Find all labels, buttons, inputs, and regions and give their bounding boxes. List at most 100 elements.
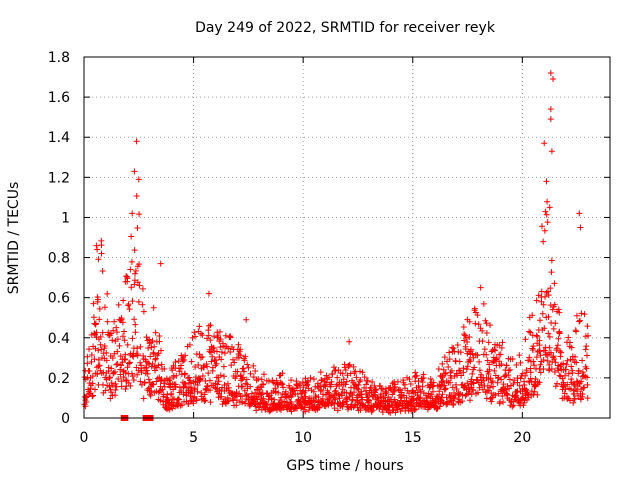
data-point <box>435 365 442 372</box>
data-point <box>268 396 275 403</box>
data-point <box>466 318 473 325</box>
data-point <box>545 330 552 337</box>
data-point <box>239 393 246 400</box>
data-point <box>234 368 241 375</box>
data-point <box>517 359 524 366</box>
y-tick-label: 0.2 <box>48 371 70 387</box>
data-point <box>457 367 464 374</box>
data-point <box>302 393 309 400</box>
data-point <box>134 371 141 378</box>
data-point <box>113 329 120 336</box>
data-point <box>181 370 188 377</box>
data-point <box>545 313 552 320</box>
data-point <box>582 346 589 353</box>
data-point <box>318 386 325 393</box>
data-point <box>294 391 301 398</box>
data-point <box>483 351 490 358</box>
data-point <box>396 401 403 408</box>
data-point <box>254 396 261 403</box>
data-point <box>345 362 352 369</box>
data-point <box>89 380 96 387</box>
data-point <box>566 397 573 404</box>
data-point <box>90 392 97 399</box>
data-point <box>116 342 123 349</box>
data-point <box>245 364 252 371</box>
data-point <box>469 350 476 357</box>
data-point <box>161 383 168 390</box>
data-point <box>128 233 135 240</box>
data-point <box>157 260 164 267</box>
data-point <box>237 352 244 359</box>
data-point <box>247 370 254 377</box>
data-point <box>459 398 466 405</box>
data-point <box>282 388 289 395</box>
data-point <box>412 369 419 376</box>
data-point <box>542 293 549 300</box>
data-point <box>462 334 469 341</box>
data-point <box>199 354 206 361</box>
data-point <box>240 374 247 381</box>
data-point <box>542 208 549 215</box>
data-point <box>561 390 568 397</box>
data-point <box>354 385 361 392</box>
data-point <box>442 371 449 378</box>
data-point <box>489 394 496 401</box>
data-point <box>378 391 385 398</box>
data-point <box>145 376 152 383</box>
data-point <box>216 328 223 335</box>
data-point <box>551 356 558 363</box>
data-point <box>520 399 527 406</box>
data-point <box>125 301 132 308</box>
data-point <box>516 352 523 359</box>
data-point <box>560 360 567 367</box>
data-point <box>322 383 329 390</box>
data-point <box>544 288 551 295</box>
data-point <box>578 378 585 385</box>
data-point <box>359 396 366 403</box>
data-point <box>571 395 578 402</box>
data-point <box>129 210 136 217</box>
data-point <box>240 365 247 372</box>
data-point <box>551 301 558 308</box>
data-point <box>429 388 436 395</box>
data-point <box>369 379 376 386</box>
data-point <box>442 385 449 392</box>
x-tick-labels: 0 5 10 15 20 <box>80 430 532 446</box>
data-point <box>523 387 530 394</box>
data-point <box>305 378 312 385</box>
data-point <box>342 381 349 388</box>
data-point <box>411 407 418 414</box>
data-point <box>552 320 559 327</box>
data-point <box>188 358 195 365</box>
data-point <box>114 348 121 355</box>
data-point <box>299 379 306 386</box>
data-point <box>562 372 569 379</box>
data-point <box>225 345 232 352</box>
data-point <box>486 384 493 391</box>
data-point <box>415 383 422 390</box>
plot-frame <box>83 56 611 419</box>
data-point <box>537 361 544 368</box>
data-point <box>226 397 233 404</box>
data-point <box>530 343 537 350</box>
data-point <box>490 383 497 390</box>
data-point <box>220 363 227 370</box>
data-point <box>106 383 113 390</box>
data-point <box>551 280 558 287</box>
data-point <box>117 371 124 378</box>
data-point <box>191 329 198 336</box>
data-point <box>213 348 220 355</box>
data-point <box>527 369 534 376</box>
data-point <box>367 384 374 391</box>
data-point <box>203 361 210 368</box>
data-point <box>255 404 262 411</box>
data-point <box>280 384 287 391</box>
data-point <box>134 350 141 357</box>
data-point <box>161 365 168 372</box>
data-point <box>118 378 125 385</box>
data-point <box>217 372 224 379</box>
data-point <box>332 396 339 403</box>
y-tick-label: 0.8 <box>48 251 70 267</box>
data-point <box>327 381 334 388</box>
data-point <box>470 354 477 361</box>
